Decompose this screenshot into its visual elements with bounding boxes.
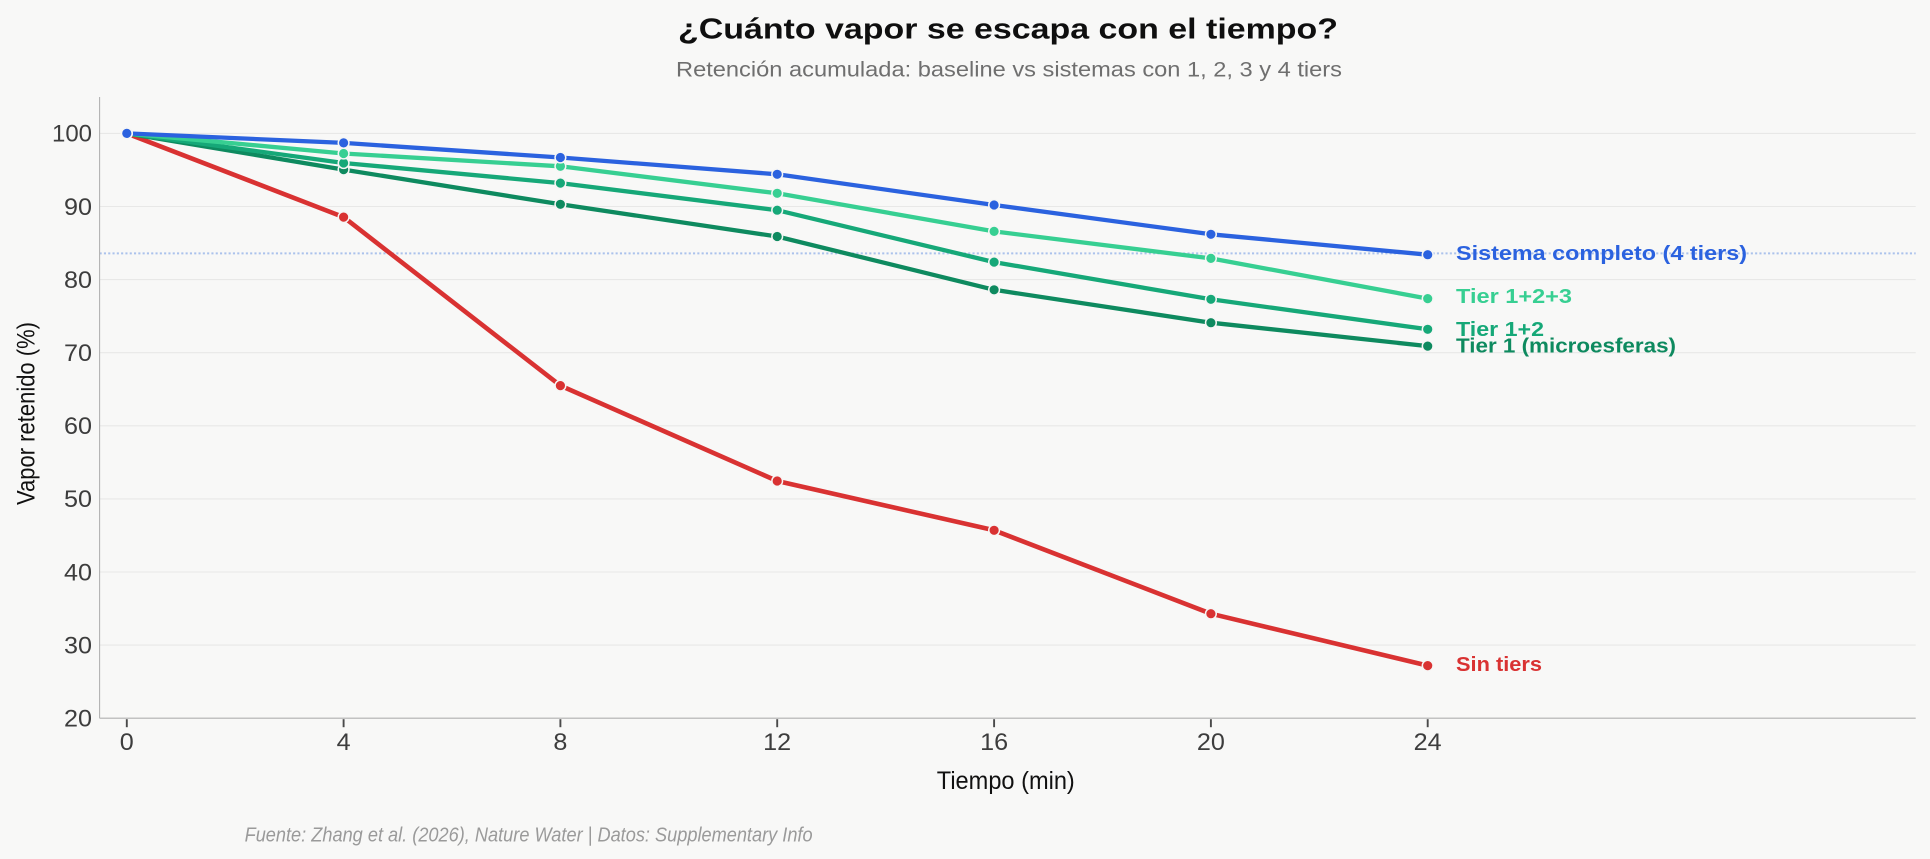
- svg-text:60: 60: [64, 413, 92, 440]
- svg-text:24: 24: [1414, 729, 1442, 756]
- svg-text:16: 16: [980, 729, 1008, 756]
- svg-text:Vapor retenido (%): Vapor retenido (%): [13, 322, 41, 505]
- svg-text:0: 0: [120, 729, 134, 756]
- svg-text:80: 80: [64, 267, 92, 294]
- svg-text:50: 50: [64, 486, 92, 513]
- svg-text:Sin tiers: Sin tiers: [1456, 653, 1542, 676]
- svg-text:Tiempo (min): Tiempo (min): [937, 767, 1075, 795]
- svg-text:Sistema completo (4 tiers): Sistema completo (4 tiers): [1456, 242, 1747, 265]
- svg-text:Tier 1+2: Tier 1+2: [1456, 318, 1544, 341]
- svg-text:Fuente: Zhang et al. (2026), N: Fuente: Zhang et al. (2026), Nature Wate…: [245, 823, 813, 846]
- svg-text:8: 8: [553, 729, 567, 756]
- svg-text:30: 30: [64, 632, 92, 659]
- svg-text:100: 100: [52, 121, 92, 148]
- svg-text:Tier 1 (microesferas): Tier 1 (microesferas): [1456, 335, 1676, 358]
- svg-text:Tier 1+2+3: Tier 1+2+3: [1456, 285, 1572, 308]
- svg-text:12: 12: [763, 729, 791, 756]
- svg-text:20: 20: [1197, 729, 1225, 756]
- svg-text:4: 4: [337, 729, 351, 756]
- svg-text:¿Cuánto vapor se escapa con el: ¿Cuánto vapor se escapa con el tiempo?: [678, 14, 1338, 46]
- svg-text:90: 90: [64, 194, 92, 221]
- svg-text:40: 40: [64, 559, 92, 586]
- svg-text:20: 20: [64, 706, 92, 733]
- svg-text:70: 70: [64, 340, 92, 367]
- svg-text:Retención acumulada: baseline: Retención acumulada: baseline vs sistema…: [676, 59, 1342, 82]
